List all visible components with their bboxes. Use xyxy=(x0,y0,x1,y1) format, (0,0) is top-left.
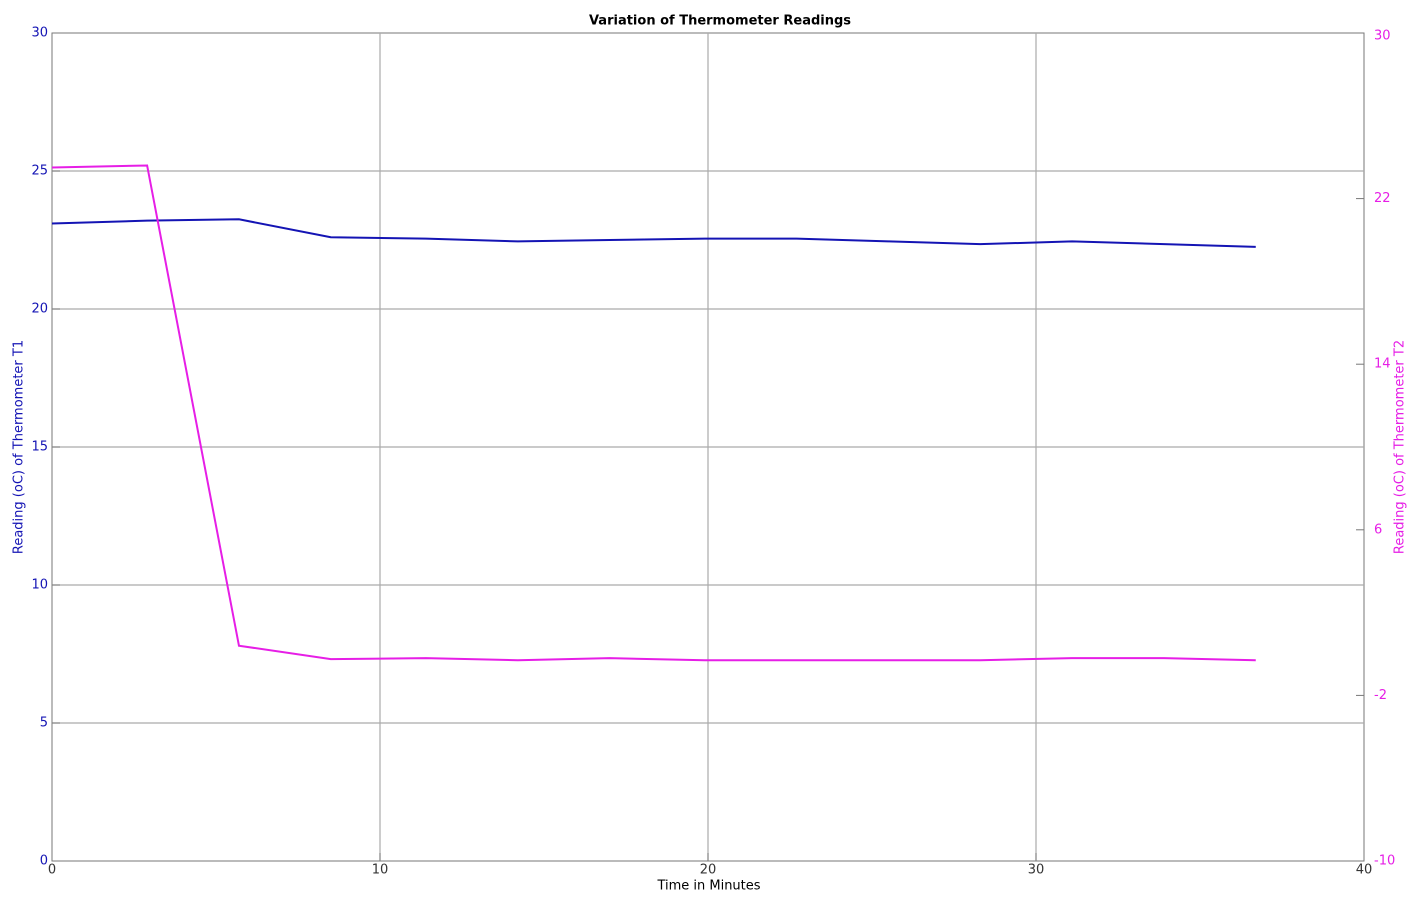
data-line xyxy=(51,164,1256,662)
x-tick-label: 20 xyxy=(700,863,717,878)
y2-axis-label: Reading (oC) of Thermometer T2 xyxy=(1393,340,1408,554)
y-tick-label: 30 xyxy=(31,26,48,41)
y2-tick-label: -10 xyxy=(1374,854,1395,869)
x-tick-label: 40 xyxy=(1356,863,1373,878)
y2-tick-label: 30 xyxy=(1374,29,1391,44)
y-tick-label: 25 xyxy=(31,164,48,179)
y-axis-label: Reading (oC) of Thermometer T1 xyxy=(12,340,27,554)
data-line xyxy=(51,218,1256,248)
y-tick-label: 15 xyxy=(31,440,48,455)
y-tick-label: 10 xyxy=(31,578,48,593)
x-axis-label: Time in Minutes xyxy=(656,879,760,894)
y2-tick-label: 22 xyxy=(1374,191,1391,206)
y2-tick-label: -2 xyxy=(1374,688,1387,703)
y-tick-label: 0 xyxy=(40,854,48,869)
y-tick-label: 5 xyxy=(40,716,48,731)
y2-tick-label: 6 xyxy=(1374,522,1382,537)
y2-tick-label: 14 xyxy=(1374,357,1391,372)
x-tick-label: 0 xyxy=(48,863,56,878)
x-tick-label: 30 xyxy=(1028,863,1045,878)
chart-title: Variation of Thermometer Readings xyxy=(589,14,851,29)
x-tick-label: 10 xyxy=(372,863,389,878)
y-tick-label: 20 xyxy=(31,302,48,317)
